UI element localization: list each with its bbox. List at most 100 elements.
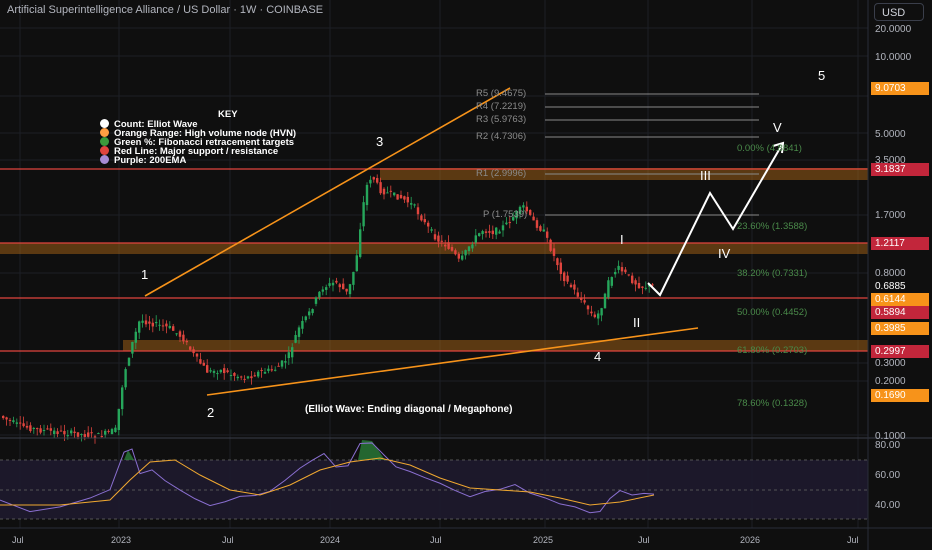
candle-body: [362, 202, 365, 227]
candle-body: [416, 207, 420, 215]
candle-body: [563, 272, 566, 282]
candle-body: [603, 293, 607, 309]
pivot-label: R2 (4.7306): [476, 131, 527, 142]
candle-body: [199, 359, 202, 364]
candle-body: [165, 323, 168, 327]
x-tick-label: 2024: [320, 535, 341, 545]
candle-body: [216, 373, 219, 375]
candle-body: [97, 433, 100, 435]
candle-body: [464, 250, 467, 256]
white-dot-icon: [100, 119, 109, 128]
candle-body: [590, 311, 593, 314]
y-tick-label: 0.3000: [875, 358, 906, 369]
rsi-tick-label: 60.00: [875, 470, 901, 481]
candle-body: [114, 427, 117, 433]
candle-body: [124, 369, 127, 388]
candle-body: [321, 289, 324, 292]
candle-body: [308, 311, 311, 316]
candle-body: [376, 178, 379, 183]
chart-title: Artificial Superintelligence Alliance / …: [7, 4, 324, 16]
candle-body: [644, 287, 647, 289]
candle-body: [22, 423, 25, 427]
candle-body: [236, 376, 239, 379]
candle-body: [158, 324, 161, 326]
candlesticks: [2, 174, 654, 444]
fib-label: 23.60% (1.3588): [737, 221, 808, 232]
wave-label: 4: [594, 349, 602, 364]
candle-body: [131, 341, 134, 354]
candle-body: [651, 284, 654, 286]
price-tag: 9.0703: [871, 82, 929, 95]
candle-body: [556, 258, 559, 266]
hvn-zone-mid: [0, 243, 868, 254]
projection-arrowhead: [772, 141, 785, 154]
candle-body: [36, 428, 39, 430]
candle-body: [175, 333, 178, 335]
candle-body: [141, 320, 144, 323]
candle-body: [525, 206, 528, 212]
candle-body: [284, 361, 287, 363]
key-title: KEY: [218, 109, 238, 120]
candle-body: [70, 430, 73, 434]
candle-body: [627, 274, 630, 276]
candle-body: [161, 325, 165, 327]
candle-body: [634, 280, 637, 285]
candle-body: [80, 434, 83, 436]
candle-body: [614, 271, 617, 275]
price-tag: 0.1690: [871, 389, 929, 402]
key-item: Orange Range: High volume node (HVN): [100, 128, 296, 139]
candle-body: [413, 204, 416, 206]
candle-body: [488, 231, 491, 233]
purple-dot-icon: [100, 155, 109, 164]
candle-body: [491, 230, 494, 235]
candle-body: [267, 368, 270, 372]
candle-body: [117, 408, 120, 431]
y-tick-label: 20.0000: [875, 24, 912, 35]
candle-body: [501, 225, 505, 231]
candle-body: [386, 192, 389, 194]
candle-body: [277, 365, 280, 367]
fib-label: 78.60% (0.1328): [737, 398, 808, 409]
candle-body: [178, 331, 182, 337]
candle-body: [226, 370, 229, 373]
candle-body: [318, 291, 321, 298]
wave-label: 2: [207, 405, 215, 420]
candle-body: [8, 419, 12, 421]
candle-body: [573, 284, 576, 290]
candle-body: [12, 420, 15, 423]
candle-body: [246, 376, 250, 379]
candle-body: [481, 231, 484, 235]
candle-body: [42, 430, 46, 432]
currency-button[interactable]: USD: [874, 3, 924, 21]
candle-body: [454, 250, 457, 255]
candle-body: [461, 255, 464, 260]
price-tag: 0.2997: [871, 345, 929, 358]
key-item: Green %: Fibonacci retracement targets: [100, 137, 294, 148]
candle-body: [552, 248, 556, 256]
price-tag: 1.2117: [871, 237, 929, 250]
candle-body: [25, 425, 29, 428]
y-tick-label: 5.0000: [875, 129, 906, 140]
candle-body: [328, 283, 331, 286]
rsi-ma-line: [0, 457, 655, 506]
candle-body: [63, 430, 66, 435]
candle-body: [331, 282, 335, 286]
candle-body: [5, 417, 8, 420]
candle-body: [212, 370, 216, 373]
candle-body: [76, 432, 80, 437]
candle-body: [311, 309, 314, 314]
candle-body: [53, 430, 56, 435]
candle-body: [586, 305, 590, 310]
candle-body: [250, 376, 253, 379]
pivot-label: R4 (7.2219): [476, 101, 527, 112]
candle-body: [144, 320, 148, 325]
candle-body: [620, 267, 624, 272]
candle-body: [624, 269, 627, 273]
candle-body: [219, 369, 222, 373]
candle-body: [396, 194, 399, 200]
y-tick-label: 10.0000: [875, 52, 912, 63]
candle-body: [185, 340, 188, 343]
candle-body: [474, 235, 477, 243]
candle-body: [359, 229, 362, 257]
